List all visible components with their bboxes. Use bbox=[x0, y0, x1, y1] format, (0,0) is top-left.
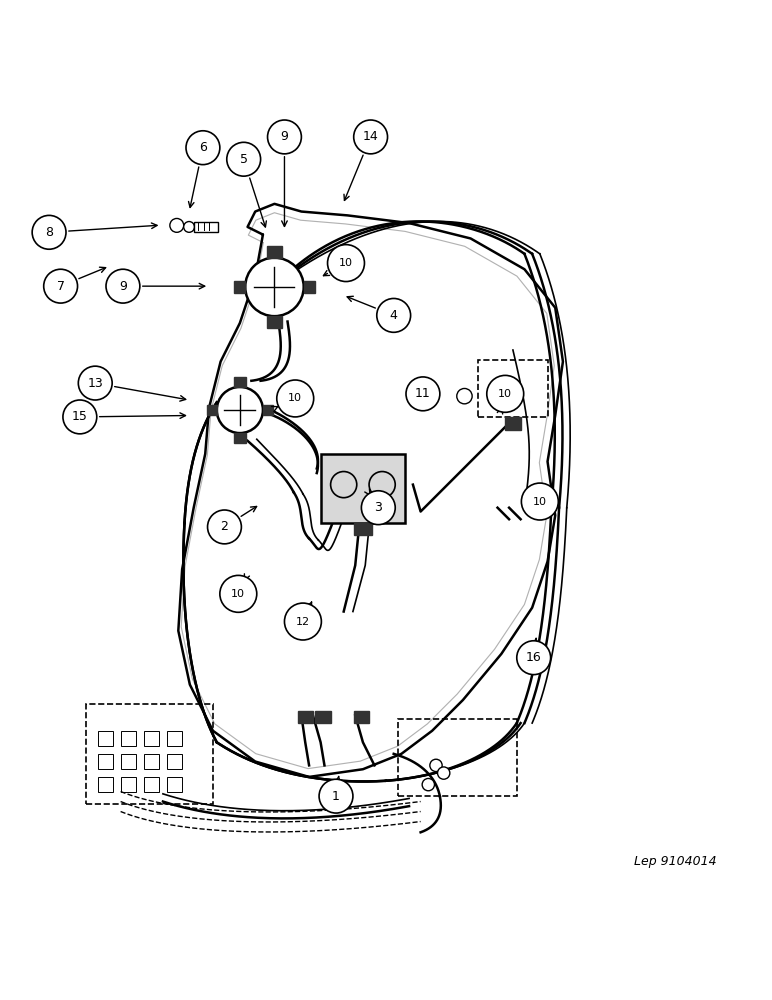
Bar bbox=[320, 454, 405, 523]
Bar bbox=[267, 246, 282, 258]
Text: 3: 3 bbox=[374, 501, 382, 514]
Text: 2: 2 bbox=[221, 520, 229, 533]
Text: 16: 16 bbox=[526, 651, 542, 664]
Bar bbox=[167, 754, 182, 769]
Bar bbox=[234, 281, 245, 293]
Text: 9: 9 bbox=[280, 130, 289, 143]
Text: 8: 8 bbox=[45, 226, 53, 239]
Bar bbox=[167, 777, 182, 792]
Text: 9: 9 bbox=[119, 280, 127, 293]
Bar bbox=[144, 731, 159, 746]
Text: 10: 10 bbox=[533, 497, 547, 507]
Bar bbox=[144, 754, 159, 769]
Circle shape bbox=[457, 388, 472, 404]
Circle shape bbox=[277, 380, 313, 417]
Circle shape bbox=[217, 387, 263, 433]
Circle shape bbox=[268, 120, 301, 154]
Circle shape bbox=[208, 510, 242, 544]
Bar bbox=[505, 417, 520, 430]
Bar bbox=[167, 731, 182, 746]
Circle shape bbox=[438, 767, 450, 779]
Bar bbox=[120, 731, 136, 746]
Text: 14: 14 bbox=[363, 130, 378, 143]
Circle shape bbox=[422, 778, 435, 791]
Circle shape bbox=[184, 222, 195, 232]
Text: Lep 9104014: Lep 9104014 bbox=[634, 855, 716, 868]
Circle shape bbox=[32, 215, 66, 249]
Bar bbox=[120, 754, 136, 769]
Bar bbox=[207, 405, 217, 415]
Bar bbox=[97, 777, 113, 792]
Circle shape bbox=[186, 131, 220, 165]
Circle shape bbox=[430, 759, 442, 772]
Text: 6: 6 bbox=[199, 141, 207, 154]
Bar bbox=[479, 360, 547, 417]
Circle shape bbox=[44, 269, 77, 303]
Text: 4: 4 bbox=[390, 309, 398, 322]
Bar bbox=[97, 731, 113, 746]
Bar bbox=[263, 405, 273, 415]
Text: 1: 1 bbox=[332, 790, 340, 803]
Circle shape bbox=[78, 366, 112, 400]
Circle shape bbox=[406, 377, 440, 411]
Text: 12: 12 bbox=[296, 617, 310, 627]
Circle shape bbox=[327, 245, 364, 282]
Bar bbox=[234, 433, 246, 443]
Text: 15: 15 bbox=[72, 410, 88, 423]
Text: 13: 13 bbox=[87, 377, 103, 390]
Bar bbox=[354, 523, 372, 535]
Bar bbox=[303, 281, 315, 293]
Text: 5: 5 bbox=[239, 153, 248, 166]
Bar bbox=[144, 777, 159, 792]
Circle shape bbox=[227, 142, 261, 176]
Bar bbox=[398, 719, 516, 796]
Circle shape bbox=[361, 491, 395, 525]
Bar bbox=[297, 711, 313, 723]
Bar bbox=[194, 222, 218, 232]
Bar bbox=[315, 711, 330, 723]
Circle shape bbox=[516, 641, 550, 675]
Circle shape bbox=[377, 298, 411, 332]
Circle shape bbox=[487, 375, 523, 412]
Circle shape bbox=[284, 603, 321, 640]
Bar bbox=[267, 316, 282, 328]
Circle shape bbox=[170, 218, 184, 232]
Circle shape bbox=[63, 400, 96, 434]
Circle shape bbox=[521, 483, 558, 520]
Text: 10: 10 bbox=[288, 393, 302, 403]
Text: 10: 10 bbox=[232, 589, 245, 599]
Circle shape bbox=[354, 120, 388, 154]
Circle shape bbox=[245, 258, 303, 316]
Text: 10: 10 bbox=[498, 389, 513, 399]
Bar bbox=[234, 377, 246, 387]
Bar bbox=[354, 711, 369, 723]
Text: 11: 11 bbox=[415, 387, 431, 400]
Bar bbox=[97, 754, 113, 769]
Circle shape bbox=[220, 575, 257, 612]
Circle shape bbox=[106, 269, 140, 303]
Text: 7: 7 bbox=[56, 280, 65, 293]
Bar bbox=[120, 777, 136, 792]
Circle shape bbox=[319, 779, 353, 813]
Bar bbox=[86, 704, 213, 804]
Text: 10: 10 bbox=[339, 258, 353, 268]
